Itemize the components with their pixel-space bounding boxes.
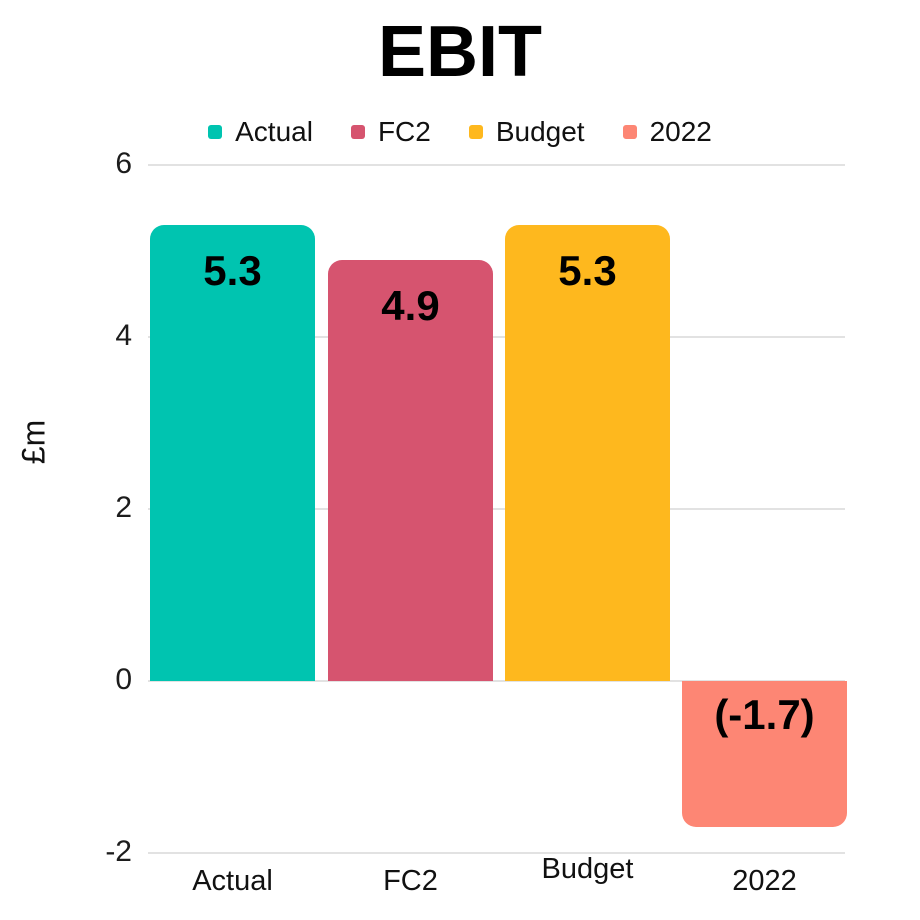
legend-label: FC2: [377, 116, 431, 147]
y-tick-label: 6: [115, 146, 132, 180]
bar-value-label: 5.3: [203, 247, 262, 295]
legend-swatch-icon: [622, 125, 637, 139]
legend-item-fc2: FC2: [350, 116, 431, 148]
bar-actual: 5.3: [150, 225, 315, 681]
gridline-2: [148, 508, 845, 510]
bar-value-label: (-1.7): [714, 691, 815, 738]
x-label-2022: 2022: [732, 865, 797, 897]
legend-label: Budget: [495, 116, 585, 147]
x-label-budget: Budget: [541, 853, 634, 885]
legend-swatch-icon: [350, 125, 365, 139]
gridline-6: [148, 164, 845, 166]
chart-title: EBIT: [377, 12, 542, 92]
bar-value-label: 4.9: [381, 281, 440, 329]
legend-swatch-icon: [468, 125, 483, 139]
y-tick-label: 2: [115, 490, 132, 524]
legend-label: 2022: [649, 116, 712, 147]
legend-item-actual: Actual: [208, 116, 313, 148]
y-axis-label: £m: [15, 419, 52, 465]
x-label-fc2: FC2: [383, 865, 438, 897]
bar-budget: 5.3: [505, 225, 670, 681]
gridline-4: [148, 336, 845, 338]
bar-value-label: 5.3: [558, 247, 617, 295]
bar-2022: (-1.7): [682, 681, 847, 828]
x-label-actual: Actual: [192, 865, 273, 897]
gridline-0: [148, 680, 845, 682]
gridline--2: [148, 852, 845, 854]
legend: Actual FC2 Budget 2022: [0, 116, 920, 148]
legend-label: Actual: [235, 116, 313, 147]
y-tick-label: -2: [105, 834, 132, 868]
legend-item-budget: Budget: [468, 116, 585, 148]
y-tick-label: 4: [115, 318, 132, 352]
bar-fc2: 4.9: [328, 259, 493, 681]
y-tick-label: 0: [115, 662, 132, 696]
legend-item-2022: 2022: [622, 116, 712, 148]
legend-swatch-icon: [208, 125, 223, 139]
